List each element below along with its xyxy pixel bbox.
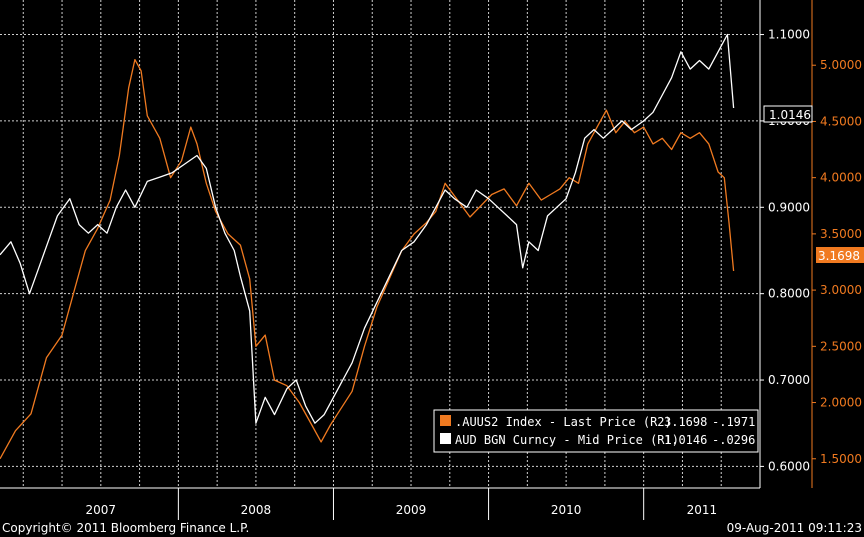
x-tick-label: 2008	[241, 503, 272, 517]
r2-tick-label: 3.0000	[820, 283, 862, 297]
r2-last-badge: 3.1698	[816, 247, 864, 263]
x-tick-label: 2007	[86, 503, 117, 517]
r2-tick-label: 4.5000	[820, 114, 862, 128]
x-tick-labels: 2007 2008 2009 2010 2011	[86, 488, 718, 520]
r1-last-value: 1.0146	[769, 108, 811, 122]
r1-tick-label: 0.6000	[768, 459, 810, 473]
legend-change-aud: -.0296	[712, 433, 755, 447]
r1-tick-label: 1.1000	[768, 28, 810, 42]
legend-change-auus2: -.1971	[712, 415, 755, 429]
series-layer	[0, 33, 735, 460]
r2-tick-label: 3.5000	[820, 227, 862, 241]
legend-last-aud: 1.0146	[664, 433, 707, 447]
legend-name-aud: AUD BGN Curncy - Mid Price (R1)	[455, 433, 679, 447]
x-tick-label: 2009	[396, 503, 427, 517]
legend-name-auus2: .AUUS2 Index - Last Price (R2)	[455, 415, 672, 429]
r1-tick-label: 0.8000	[768, 287, 810, 301]
legend-swatch-auus2	[440, 415, 451, 426]
x-tick-label: 2011	[687, 503, 718, 517]
r2-tick-label: 2.0000	[820, 396, 862, 410]
timestamp-text: 09-Aug-2011 09:11:23	[727, 521, 862, 535]
legend-swatch-aud	[440, 433, 451, 444]
r2-last-value: 3.1698	[818, 249, 860, 263]
r1-tick-label: 0.9000	[768, 200, 810, 214]
r1-tick-label: 0.7000	[768, 373, 810, 387]
r2-tick-label: 1.5000	[820, 452, 862, 466]
legend-last-auus2: 3.1698	[664, 415, 707, 429]
series-line-aud	[0, 33, 735, 424]
r2-tick-label: 5.0000	[820, 58, 862, 72]
axes	[0, 0, 813, 489]
x-tick-label: 2010	[551, 503, 582, 517]
r2-tick-label: 2.5000	[820, 339, 862, 353]
legend-box	[433, 409, 759, 453]
r2-last-badge-box	[816, 247, 864, 263]
r2-tick-labels: 5.0000 4.5000 4.0000 3.5000 3.0000 2.5000 2.00…	[812, 58, 862, 466]
r1-last-badge-box	[763, 105, 813, 123]
copyright-text: Copyright© 2011 Bloomberg Finance L.P.	[2, 521, 249, 535]
series-line-auus2	[0, 58, 735, 460]
r2-tick-label: 4.0000	[820, 171, 862, 185]
legend: .AUUS2 Index - Last Price (R2) 3.1698 -.…	[433, 409, 759, 453]
r1-last-badge: 1.0146	[763, 105, 813, 123]
